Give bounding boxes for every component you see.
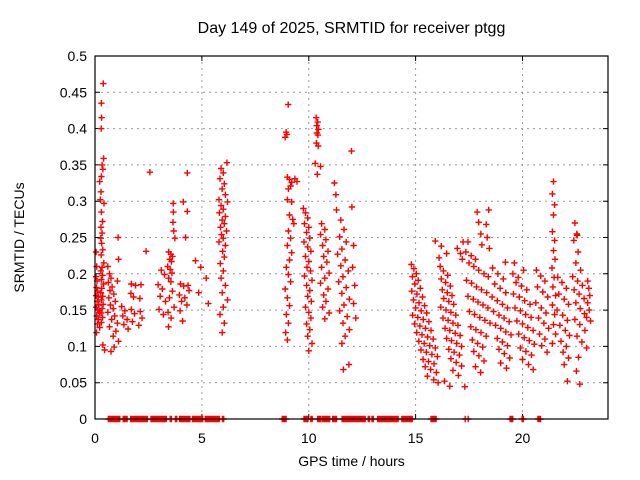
y-tick-label: 0.5 [68, 48, 88, 64]
y-tick-label: 0.4 [68, 121, 88, 137]
y-tick-label: 0.25 [60, 230, 87, 246]
x-tick-label: 20 [515, 430, 531, 446]
y-tick-label: 0.05 [60, 375, 87, 391]
x-axis-label: GPS time / hours [298, 453, 405, 469]
y-tick-label: 0 [79, 411, 87, 427]
scatter-plus-markers [92, 80, 594, 390]
x-tick-label: 15 [408, 430, 424, 446]
x-tick-label: 10 [301, 430, 317, 446]
y-tick-label: 0.3 [68, 193, 88, 209]
y-axis-label: SRMTID / TECUs [11, 182, 27, 292]
chart-title: Day 149 of 2025, SRMTID for receiver ptg… [198, 20, 506, 37]
y-tick-label: 0.2 [68, 266, 88, 282]
tick-labels: 0 0.05 0.1 0.15 0.2 0.25 0.3 0.35 0.4 0.45 0.5 0 5 10… [60, 48, 531, 446]
y-tick-label: 0.45 [60, 84, 87, 100]
x-tick-label: 0 [91, 430, 99, 446]
y-tick-label: 0.35 [60, 157, 87, 173]
y-tick-label: 0.1 [68, 338, 88, 354]
plot-border [94, 55, 609, 420]
y-tick-label: 0.15 [60, 302, 87, 318]
x-tick-label: 5 [198, 430, 206, 446]
